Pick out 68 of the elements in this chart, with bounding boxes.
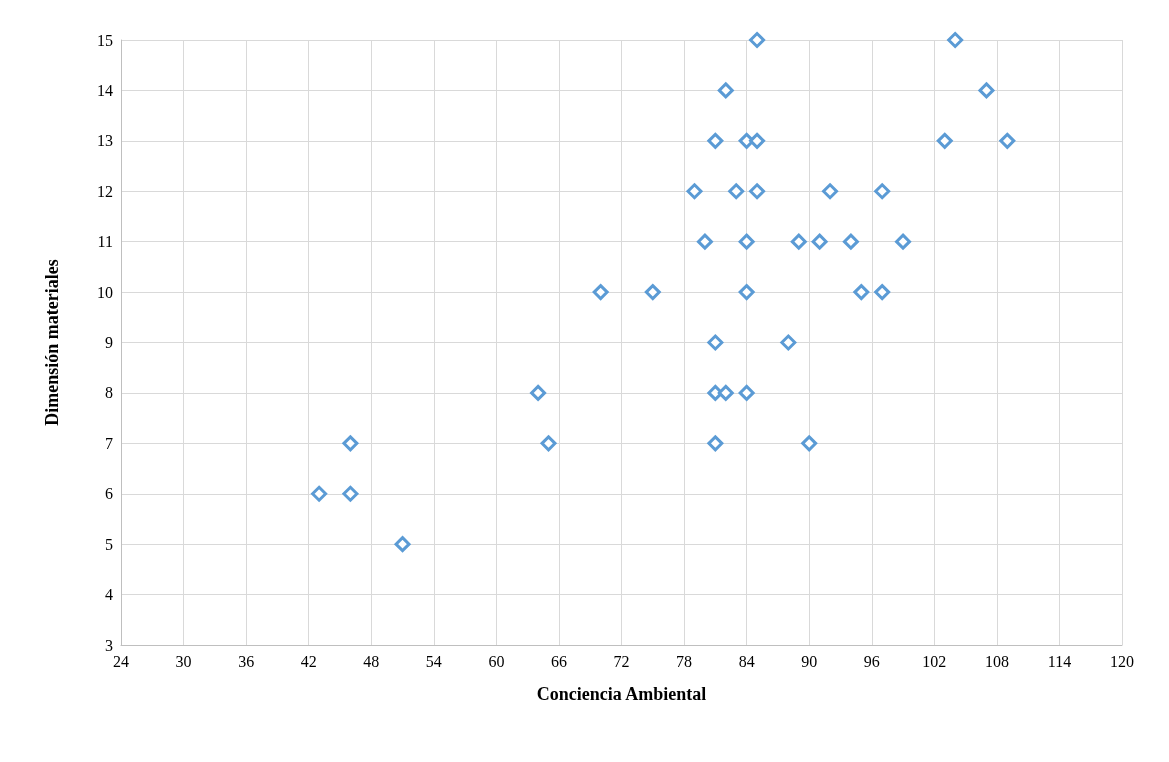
x-tick-label: 54: [425, 652, 442, 670]
point: [895, 233, 912, 250]
point: [853, 284, 870, 301]
point: [644, 284, 661, 301]
point: [717, 82, 734, 99]
point: [394, 536, 411, 553]
x-tick-label: 66: [550, 652, 567, 670]
x-tick-label: 78: [676, 652, 693, 670]
y-tick-label: 10: [97, 283, 113, 301]
x-tick-label: 102: [922, 652, 947, 670]
point: [936, 132, 953, 149]
y-tick-label: 5: [105, 535, 113, 553]
y-tick-label: 12: [97, 182, 113, 200]
y-tick-label: 8: [105, 384, 113, 402]
point: [874, 284, 891, 301]
x-tick-label: 48: [363, 652, 380, 670]
point: [842, 233, 859, 250]
point: [999, 132, 1016, 149]
point: [738, 284, 755, 301]
x-tick-label: 30: [175, 652, 192, 670]
x-tick-label: 60: [488, 652, 505, 670]
x-tick-label: 84: [738, 652, 755, 670]
point: [342, 435, 359, 452]
point: [540, 435, 557, 452]
y-tick-label: 7: [105, 434, 113, 452]
point: [707, 132, 724, 149]
point: [822, 183, 839, 200]
x-tick-label: 96: [863, 652, 880, 670]
point: [342, 485, 359, 502]
y-tick-label: 11: [97, 233, 113, 251]
point: [874, 183, 891, 200]
point: [592, 284, 609, 301]
x-tick-label: 36: [238, 652, 255, 670]
y-tick-label: 3: [105, 636, 113, 654]
point: [749, 183, 766, 200]
point: [738, 384, 755, 401]
point: [717, 384, 734, 401]
x-tick-label: 114: [1047, 652, 1072, 670]
x-tick-label: 72: [613, 652, 630, 670]
point: [707, 334, 724, 351]
point: [978, 82, 995, 99]
point: [801, 435, 818, 452]
point: [749, 32, 766, 48]
point: [311, 485, 328, 502]
point: [780, 334, 797, 351]
x-tick-label: 90: [801, 652, 818, 670]
point: [749, 132, 766, 149]
y-tick-label: 6: [105, 485, 113, 503]
x-tick-label: 108: [984, 652, 1009, 670]
x-axis-title: Conciencia Ambiental: [536, 684, 707, 704]
x-tick-label: 120: [1110, 652, 1134, 670]
point: [728, 183, 745, 200]
y-tick-label: 9: [105, 334, 113, 351]
y-tick-label: 15: [97, 31, 113, 49]
x-tick-label: 42: [300, 652, 317, 670]
point: [811, 233, 828, 250]
point: [738, 233, 755, 250]
point: [696, 233, 713, 250]
y-tick-label: 4: [105, 586, 113, 604]
point: [530, 384, 547, 401]
y-tick-label: 13: [97, 132, 113, 150]
point: [790, 233, 807, 250]
point: [686, 183, 703, 200]
point: [707, 435, 724, 452]
point: [947, 32, 964, 48]
x-tick-label: 24: [113, 652, 129, 670]
y-tick-label: 14: [97, 81, 113, 99]
y-axis-title: Dimensión materiales: [42, 259, 62, 426]
